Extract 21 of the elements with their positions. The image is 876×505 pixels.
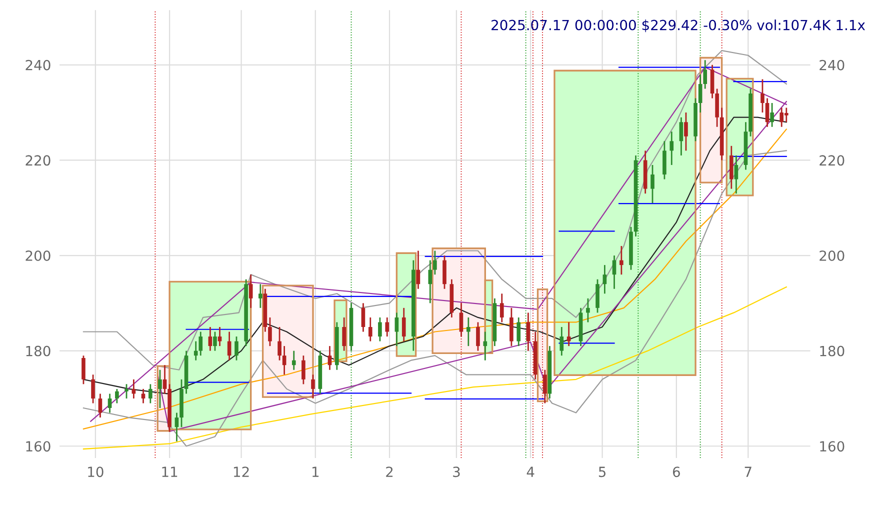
x-tick-label: 1 — [312, 466, 319, 477]
y2-tick-label: 180 — [820, 346, 844, 356]
y-tick-label: 160 — [26, 441, 50, 452]
x-tick-label: 12 — [234, 466, 249, 477]
x-tick-label: 11 — [162, 466, 178, 477]
x-tick-label: 2 — [386, 466, 393, 477]
y2-tick-label: 220 — [820, 155, 844, 166]
y-tick-label: 220 — [26, 155, 50, 166]
y2-tick-label: 160 — [820, 441, 844, 452]
x-tick-label: 7 — [744, 466, 752, 477]
y-tick-label: 180 — [26, 346, 50, 356]
text: 2025.07.17 00:00:00 $229.42 -0.30% vol:107.4K 1.1x — [492, 20, 866, 32]
y-tick-label: 240 — [26, 60, 50, 70]
y2-tick-label: 200 — [820, 250, 844, 261]
x-tick-label: 3 — [453, 466, 460, 478]
x-tick-label: 10 — [88, 466, 104, 478]
x-tick-label: 5 — [598, 466, 606, 478]
x-tick-label: 6 — [672, 466, 680, 478]
x-tick-label: 4 — [526, 466, 534, 477]
y-tick-label: 200 — [26, 250, 50, 261]
y2-tick-label: 240 — [820, 60, 844, 70]
